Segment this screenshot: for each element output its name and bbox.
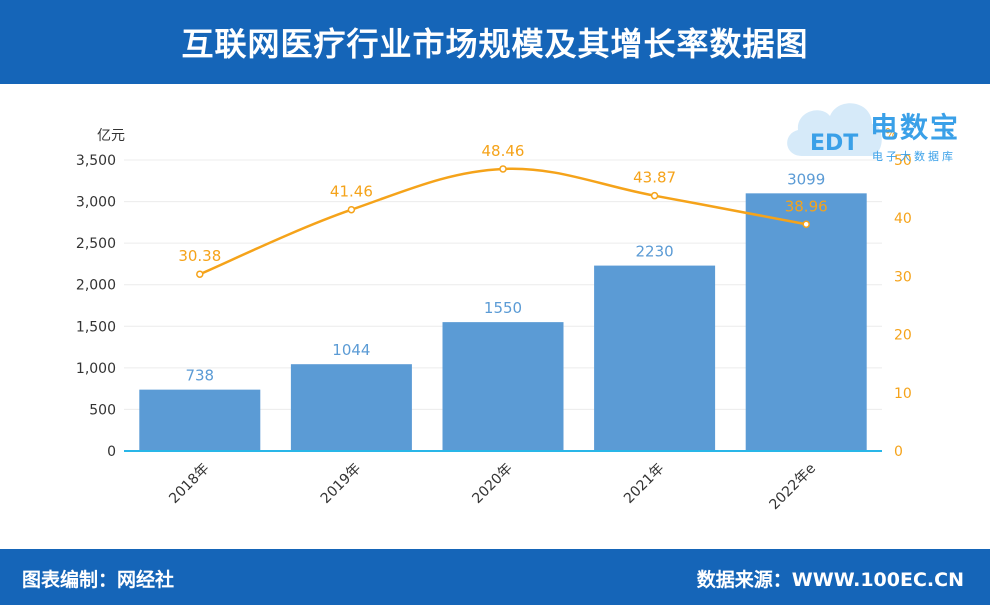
bar xyxy=(290,364,412,451)
y-right-tick-label: 0 xyxy=(894,444,903,460)
bar xyxy=(594,265,716,451)
watermark: EDT xyxy=(780,86,980,170)
chart-title: 互联网医疗行业市场规模及其增长率数据图 xyxy=(0,0,990,84)
bar xyxy=(139,389,261,451)
footer: 图表编制：网经社 数据来源：WWW.100EC.CN xyxy=(0,549,990,605)
growth-rate-line xyxy=(199,167,807,276)
line-point xyxy=(650,191,659,200)
x-tick-label: 2020年 xyxy=(469,461,515,507)
bar xyxy=(745,193,867,452)
y-left-tick-label: 1,500 xyxy=(76,319,116,335)
y-left-tick-label: 3,000 xyxy=(76,195,116,211)
x-tick-label: 2019年 xyxy=(318,461,364,507)
footer-source: 数据来源：WWW.100EC.CN xyxy=(696,569,964,591)
line-point xyxy=(347,205,356,214)
bar-data-label: 1044 xyxy=(332,341,370,359)
y-right-tick-label: 30 xyxy=(894,269,912,285)
line-data-label: 30.38 xyxy=(178,247,221,265)
bar xyxy=(442,322,564,451)
y-left-tick-label: 0 xyxy=(107,444,116,460)
y-left-unit: 亿元 xyxy=(97,128,125,144)
line-data-label: 41.46 xyxy=(330,183,373,201)
watermark-brand: 电数宝 xyxy=(870,111,961,144)
y-right-tick-label: 50 xyxy=(894,153,912,169)
bar-data-label: 2230 xyxy=(636,243,674,261)
chart-area: 0 500 1,000 1,500 2,000 2,500 3,000 3,500 亿元 0 10 2… xyxy=(76,127,912,514)
y-right-tick-label: 40 xyxy=(894,211,912,227)
y-right-unit: % xyxy=(885,127,897,142)
bar-data-label: 1550 xyxy=(484,299,522,317)
x-tick-label: 2021年 xyxy=(621,461,667,507)
bar-data-label: 3099 xyxy=(787,170,825,188)
watermark-logo-text: EDT xyxy=(810,131,858,156)
line-data-label: 48.46 xyxy=(482,142,525,160)
x-tick-label: 2022年e xyxy=(767,461,820,514)
line-point xyxy=(196,270,204,278)
line-data-label: 38.96 xyxy=(785,197,828,215)
x-tick-label: 2018年 xyxy=(166,461,212,507)
y-right-tick-label: 20 xyxy=(894,328,912,344)
y-left-tick-label: 2,500 xyxy=(76,236,116,252)
footer-compiler: 图表编制：网经社 xyxy=(22,569,175,591)
watermark-subtitle: 电子大数据库 xyxy=(872,150,956,163)
bar-data-label: 738 xyxy=(185,367,214,385)
y-left-tick-label: 2,000 xyxy=(76,278,116,294)
y-right-tick-label: 10 xyxy=(894,386,912,402)
y-left-tick-label: 500 xyxy=(89,402,116,418)
line-data-label: 43.87 xyxy=(633,169,676,187)
line-point xyxy=(802,220,810,229)
cloud-logo-icon: EDT xyxy=(787,103,882,156)
line-point xyxy=(499,165,507,173)
y-left-tick-label: 3,500 xyxy=(76,153,116,169)
y-left-tick-label: 1,000 xyxy=(76,361,116,377)
